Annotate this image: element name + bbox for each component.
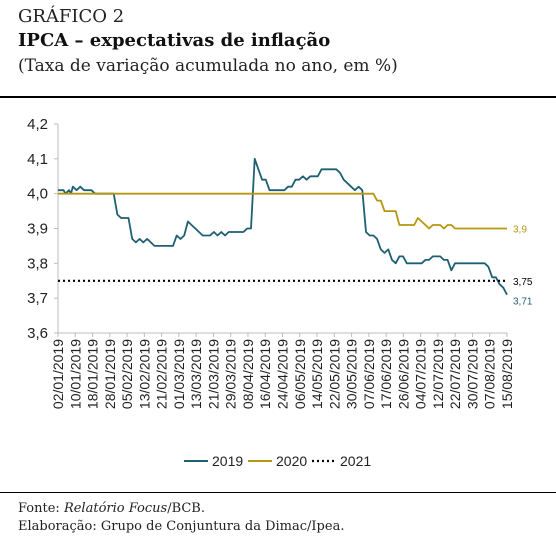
top-rule xyxy=(0,96,556,98)
x-tick-label: 30/05/2019 xyxy=(344,339,360,409)
x-tick-label: 04/07/2019 xyxy=(413,339,429,409)
x-tick-label: 17/06/2019 xyxy=(378,339,394,409)
x-tick-label: 21/03/2019 xyxy=(205,339,221,409)
y-tick-label: 4,2 xyxy=(27,116,48,133)
x-tick-label: 18/01/2019 xyxy=(85,339,101,409)
series-layer xyxy=(58,157,508,296)
x-tick-label: 13/02/2019 xyxy=(136,339,152,409)
x-tick-label: 10/01/2019 xyxy=(67,339,83,409)
x-tick-label: 30/07/2019 xyxy=(464,339,480,409)
y-tick-label: 3,7 xyxy=(27,290,48,307)
x-tick-label: 01/03/2019 xyxy=(171,339,187,409)
y-tick-label: 3,8 xyxy=(27,255,48,272)
x-tick-label: 21/02/2019 xyxy=(154,339,170,409)
x-tick-label: 05/02/2019 xyxy=(119,339,135,409)
chart-label: GRÁFICO 2 xyxy=(18,6,125,27)
source-suffix: /BCB. xyxy=(167,501,205,516)
chart-footer: Fonte: Relatório Focus/BCB. Elaboração: … xyxy=(18,500,344,536)
series-line-2019 xyxy=(58,157,508,296)
x-tick-label: 13/03/2019 xyxy=(188,339,204,409)
x-tick-label: 28/01/2019 xyxy=(102,339,118,409)
credits-note: Elaboração: Grupo de Conjuntura da Dimac… xyxy=(18,519,345,534)
chart-subtitle: (Taxa de variação acumulada no ano, em %… xyxy=(18,56,398,76)
x-tick-label: 06/05/2019 xyxy=(292,339,308,409)
x-tick-label: 12/07/2019 xyxy=(430,339,446,409)
x-tick-label: 26/06/2019 xyxy=(395,339,411,409)
legend-label-2020: 2020 xyxy=(276,453,307,469)
y-tick-label: 4,1 xyxy=(27,151,48,168)
legend-label-2021: 2021 xyxy=(340,453,371,469)
annotation-2020: 3,9 xyxy=(513,225,527,236)
y-tick-label: 3,6 xyxy=(27,325,48,342)
annotation-2021: 3,75 xyxy=(513,277,533,288)
chart-title: IPCA – expectativas de inflação xyxy=(18,30,331,51)
x-tick-label: 24/04/2019 xyxy=(275,339,291,409)
bottom-rule xyxy=(0,492,556,493)
x-tick-label: 02/01/2019 xyxy=(50,339,66,409)
x-tick-label: 29/03/2019 xyxy=(223,339,239,409)
x-tick-label: 16/04/2019 xyxy=(257,339,273,409)
y-axis: 3,6 3,7 3,8 3,9 4,0 4,1 4,2 xyxy=(27,116,507,342)
source-prefix: Fonte: xyxy=(18,501,64,516)
x-tick-label: 15/08/2019 xyxy=(499,339,515,409)
annotation-2019: 3,71 xyxy=(513,297,533,308)
x-tick-label: 08/04/2019 xyxy=(240,339,256,409)
x-tick-label: 22/07/2019 xyxy=(447,339,463,409)
legend-label-2019: 2019 xyxy=(212,453,243,469)
series-line-2020 xyxy=(58,192,507,230)
x-tick-label: 07/06/2019 xyxy=(361,339,377,409)
line-chart: 3,6 3,7 3,8 3,9 4,0 4,1 4,2 02/01/2019 10/01/20… xyxy=(27,116,533,469)
source-note: Fonte: Relatório Focus/BCB. xyxy=(18,500,344,518)
x-axis: 02/01/2019 10/01/2019 18/01/2019 28/01/2019… xyxy=(50,333,515,409)
x-tick-label: 07/08/2019 xyxy=(482,339,498,409)
legend: 2019 2020 2021 xyxy=(184,453,371,469)
annotations: 3,9 3,75 3,71 xyxy=(513,225,533,308)
chart-header: GRÁFICO 2 IPCA – expectativas de inflaçã… xyxy=(18,6,538,77)
y-tick-label: 4,0 xyxy=(27,186,48,203)
source-name: Relatório Focus xyxy=(63,501,168,516)
x-tick-label: 22/05/2019 xyxy=(326,339,342,409)
y-tick-label: 3,9 xyxy=(27,221,48,238)
x-tick-label: 14/05/2019 xyxy=(309,339,325,409)
